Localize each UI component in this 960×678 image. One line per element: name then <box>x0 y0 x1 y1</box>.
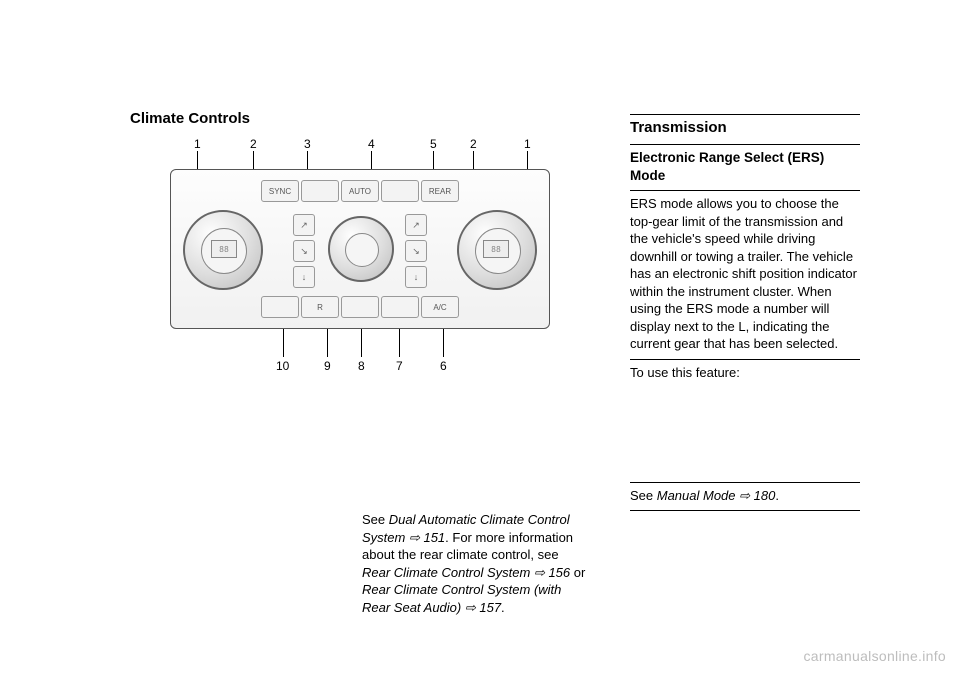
leader <box>443 329 444 357</box>
climate-diagram: 1 2 3 4 5 2 1 88 88 SYNC <box>130 135 590 395</box>
temp-display-right: 88 <box>483 240 509 258</box>
callout-bottom-9: 9 <box>324 359 331 373</box>
mode-icon: ↘ <box>405 240 427 262</box>
temp-display-left: 88 <box>211 240 237 258</box>
leader <box>327 329 328 357</box>
mode-buttons-right: ↗ ↘ ↓ <box>405 214 427 288</box>
leader <box>283 329 284 357</box>
rear-button: REAR <box>421 180 459 202</box>
see-ref-rear-audio: Rear Climate Control System (with Rear S… <box>362 582 561 615</box>
leader <box>399 329 400 357</box>
ers-mode-heading: Electronic Range Select (ERS) Mode <box>630 149 860 184</box>
callout-top-1: 1 <box>194 137 201 151</box>
divider <box>630 510 860 511</box>
auto-button: AUTO <box>341 180 379 202</box>
divider <box>630 190 860 191</box>
fan-knob <box>328 216 394 282</box>
mode-buttons-left: ↗ ↘ ↓ <box>293 214 315 288</box>
callout-top-4: 4 <box>368 137 375 151</box>
button-row-bottom: R A/C <box>261 296 459 318</box>
watermark: carmanualsonline.info <box>804 648 947 664</box>
callout-top-2: 2 <box>250 137 257 151</box>
mode-icon: ↓ <box>293 266 315 288</box>
see-text: See <box>630 488 657 503</box>
ers-lead-in: To use this feature: <box>630 364 860 382</box>
transmission-heading: Transmission <box>630 119 860 136</box>
see-text: . <box>501 600 505 615</box>
manual-mode-see: See Manual Mode ⇨ 180. <box>630 487 860 505</box>
see-ref-rear: Rear Climate Control System ⇨ 156 <box>362 565 570 580</box>
see-text: . <box>775 488 779 503</box>
callout-bottom-10: 10 <box>276 359 289 373</box>
ers-mode-body: ERS mode allows you to choose the top-ge… <box>630 195 860 353</box>
recirc-button <box>381 296 419 318</box>
see-text: See <box>362 512 389 527</box>
divider <box>630 482 860 483</box>
sync-button: SYNC <box>261 180 299 202</box>
divider <box>630 359 860 360</box>
callout-top-5: 5 <box>430 137 437 151</box>
callout-bottom-8: 8 <box>358 359 365 373</box>
callout-bottom-7: 7 <box>396 359 403 373</box>
leader <box>361 329 362 357</box>
see-ref-manual-mode: Manual Mode ⇨ 180 <box>657 488 776 503</box>
climate-see-text: See Dual Automatic Climate Control Syste… <box>362 511 587 616</box>
climate-controls-heading: Climate Controls <box>130 110 610 127</box>
defrost-rear-button: R <box>301 296 339 318</box>
callout-top-3: 3 <box>304 137 311 151</box>
climate-panel: 88 88 SYNC AUTO REAR ↗ ↘ ↓ ↗ <box>170 169 550 329</box>
mode-icon: ↓ <box>405 266 427 288</box>
blank-button <box>301 180 339 202</box>
mode-icon: ↗ <box>405 214 427 236</box>
callout-top-7: 1 <box>524 137 531 151</box>
defrost-front-button <box>261 296 299 318</box>
divider <box>630 144 860 145</box>
mode-icon: ↗ <box>293 214 315 236</box>
callout-bottom-6: 6 <box>440 359 447 373</box>
see-text: or <box>570 565 585 580</box>
button-row-top: SYNC AUTO REAR <box>261 180 459 202</box>
center-vent-button <box>341 296 379 318</box>
mode-icon: ↘ <box>293 240 315 262</box>
divider <box>630 114 860 115</box>
blank-button-2 <box>381 180 419 202</box>
ac-button: A/C <box>421 296 459 318</box>
callout-top-6: 2 <box>470 137 477 151</box>
